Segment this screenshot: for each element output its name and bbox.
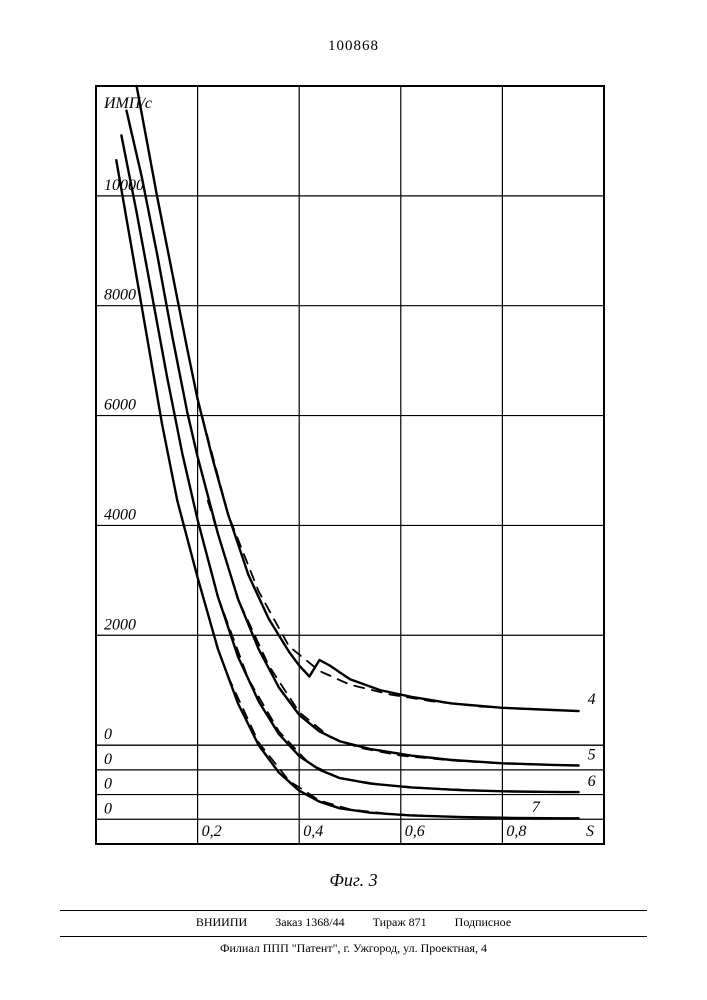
- svg-text:10000: 10000: [104, 177, 144, 194]
- imprint-subscription: Подписное: [455, 915, 512, 930]
- svg-text:0,8: 0,8: [506, 823, 526, 840]
- svg-text:0: 0: [104, 751, 112, 768]
- svg-text:7: 7: [532, 799, 541, 816]
- svg-text:0: 0: [104, 726, 112, 743]
- imprint-order: Заказ 1368/44: [275, 915, 344, 930]
- svg-text:S: S: [586, 823, 594, 840]
- svg-text:0: 0: [104, 776, 112, 793]
- svg-text:0,4: 0,4: [303, 823, 323, 840]
- imprint-line-2: Филиал ППП "Патент", г. Ужгород, ул. Про…: [60, 936, 647, 956]
- imprint-address: Филиал ППП "Патент", г. Ужгород, ул. Про…: [220, 941, 487, 955]
- page: 100868 2000 4000 6000 8000 10000 0 0 0 0 ИМП/с 0,2…: [0, 0, 707, 1000]
- chart-container: 2000 4000 6000 8000 10000 0 0 0 0 ИМП/с 0,2 0,4 0,6 0…: [90, 80, 610, 855]
- svg-text:5: 5: [588, 746, 596, 763]
- chart-svg: 2000 4000 6000 8000 10000 0 0 0 0 ИМП/с 0,2 0,4 0,6 0…: [90, 80, 610, 850]
- svg-text:6: 6: [588, 773, 596, 790]
- svg-text:2000: 2000: [104, 616, 136, 633]
- figure-caption: Фиг. 3: [0, 870, 707, 891]
- svg-text:0,6: 0,6: [405, 823, 425, 840]
- imprint-org: ВНИИПИ: [196, 915, 247, 930]
- svg-text:0: 0: [104, 800, 112, 817]
- svg-text:6000: 6000: [104, 397, 136, 414]
- svg-text:8000: 8000: [104, 287, 136, 304]
- svg-text:0,2: 0,2: [202, 823, 222, 840]
- svg-text:ИМП/с: ИМП/с: [103, 95, 152, 112]
- svg-text:4000: 4000: [104, 506, 136, 523]
- imprint-block: ВНИИПИ Заказ 1368/44 Тираж 871 Подписное…: [60, 910, 647, 956]
- imprint-tirage: Тираж 871: [373, 915, 427, 930]
- imprint-line-1: ВНИИПИ Заказ 1368/44 Тираж 871 Подписное: [60, 910, 647, 930]
- svg-text:4: 4: [588, 691, 596, 708]
- document-number: 100868: [0, 38, 707, 55]
